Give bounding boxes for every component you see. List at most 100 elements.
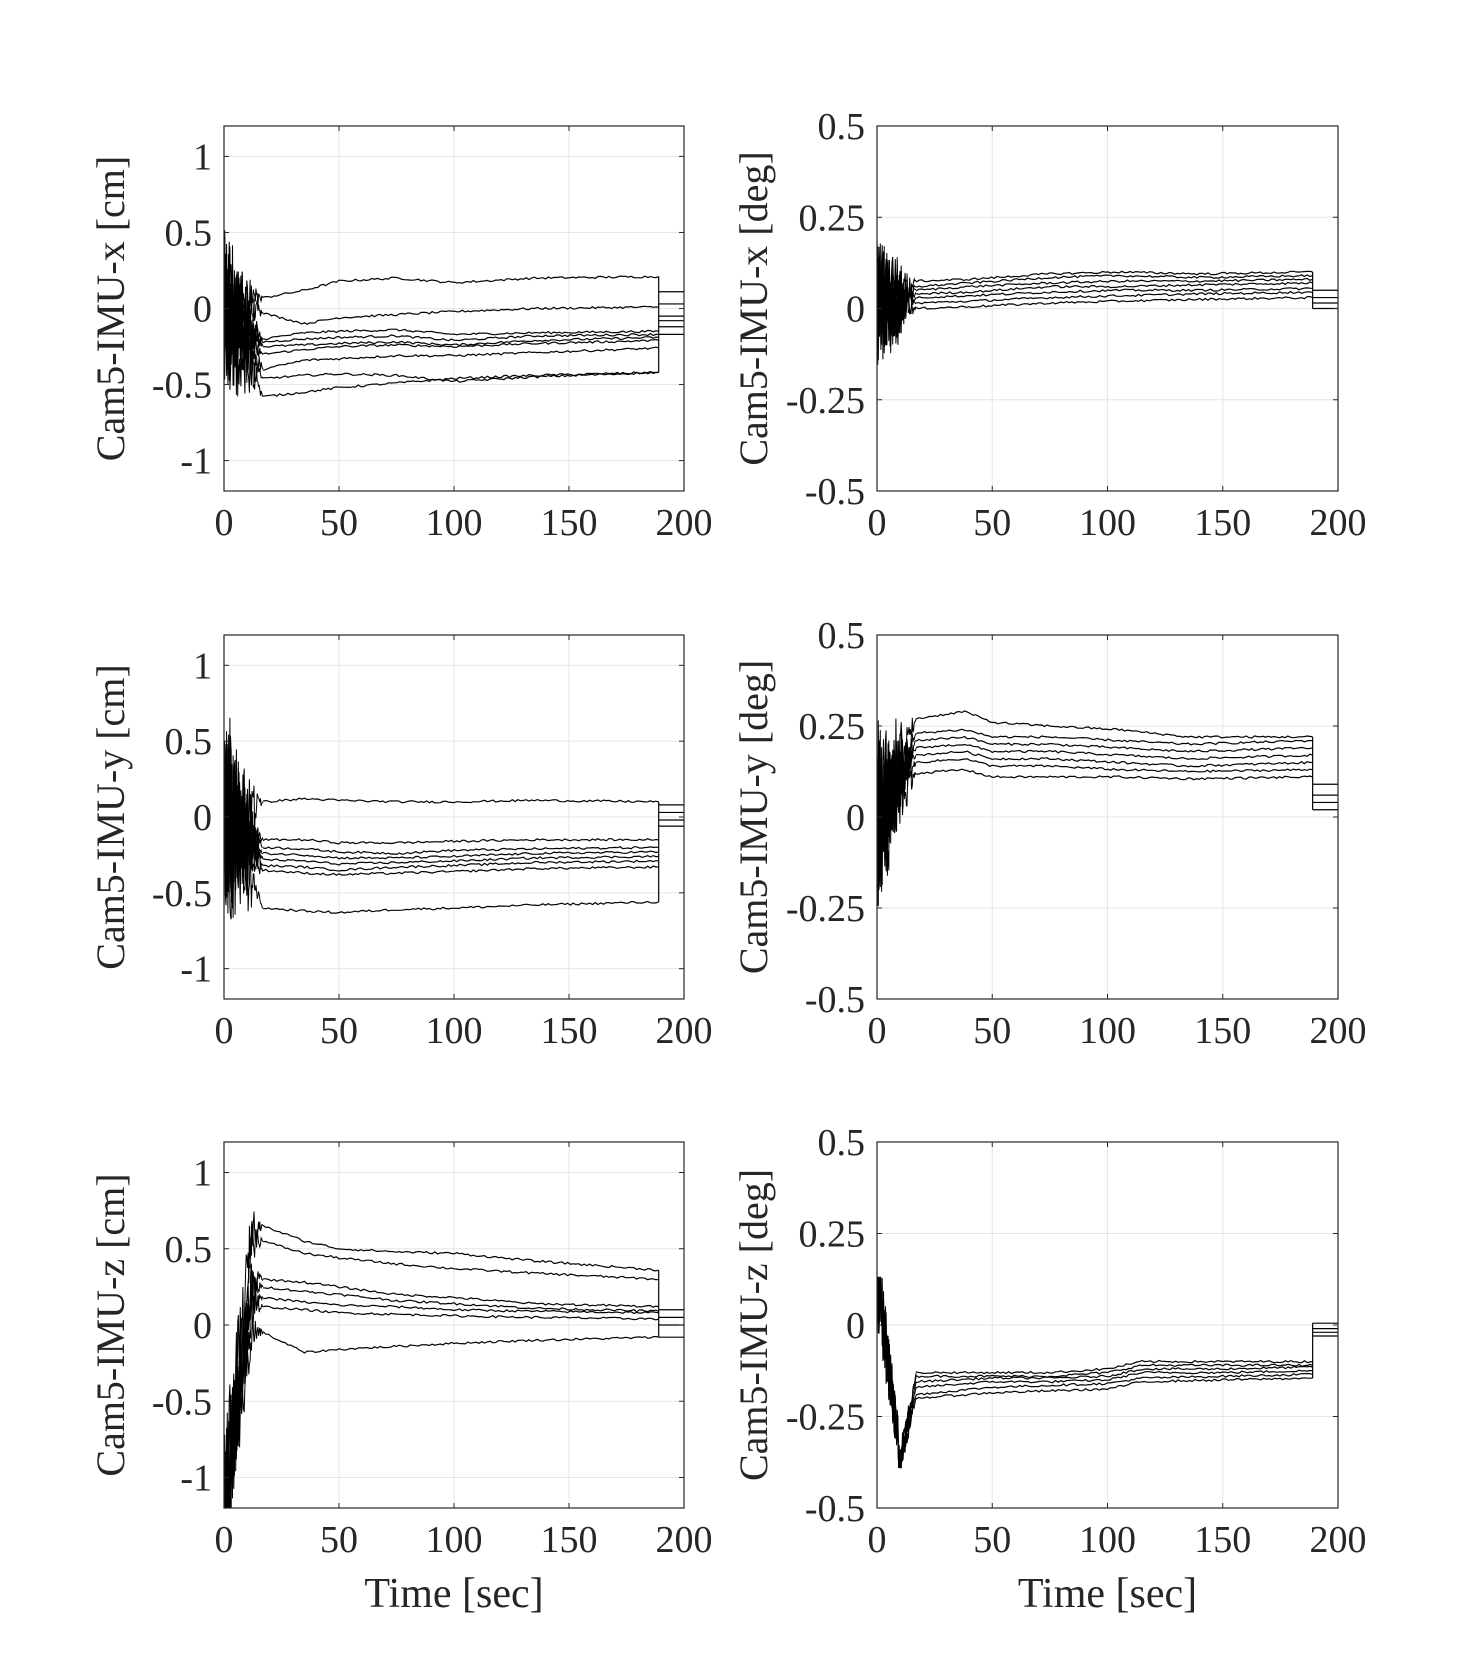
x-tick-label: 200 [656, 502, 713, 544]
series-line-7 [916, 768, 1313, 781]
series-line-8 [263, 900, 659, 914]
plot-area [877, 234, 1338, 365]
series-line-4 [916, 743, 1313, 760]
y-tick-label: -0.5 [805, 979, 865, 1021]
series-line-5 [262, 854, 659, 866]
subplot-cam5-imu-x-deg: 0 50 100 150 200 -0.5 -0.25 0 0.25 0.5 Cam5-IMU-x … [731, 106, 1367, 544]
plot-area [224, 717, 684, 920]
series-line-1 [262, 1224, 659, 1272]
y-tick-label: -1 [180, 441, 212, 483]
transient-line [877, 737, 917, 892]
x-tick-label: 50 [320, 1519, 358, 1561]
x-tick-label: 100 [426, 1519, 483, 1561]
y-tick-label: -0.5 [152, 1381, 212, 1423]
series-line-7 [262, 1331, 659, 1354]
x-tick-label: 0 [215, 1519, 234, 1561]
y-tick-label: -0.25 [786, 888, 865, 930]
transient-line [224, 1317, 264, 1508]
y-tick-label: -1 [180, 1458, 212, 1500]
series-line-4 [263, 850, 659, 860]
y-tick-label: 0.5 [818, 1122, 866, 1164]
y-axis-label: Cam5-IMU-z [deg] [731, 1169, 776, 1481]
series-line-6 [916, 758, 1313, 773]
x-tick-label: 200 [656, 1010, 713, 1052]
y-tick-label: 0 [193, 289, 212, 331]
series-line-4 [263, 1286, 659, 1313]
series-line-1 [263, 797, 659, 804]
series-line-6 [916, 290, 1313, 305]
plot-area [877, 710, 1338, 907]
series-line-5 [916, 750, 1313, 768]
series-line-2 [262, 838, 659, 845]
y-tick-label: -0.5 [805, 471, 865, 513]
y-tick-label: 0.5 [165, 1229, 213, 1271]
series-line-3 [263, 1278, 659, 1308]
y-tick-label: 0 [846, 797, 865, 839]
x-tick-label: 150 [541, 502, 598, 544]
y-tick-label: 0.5 [818, 615, 866, 657]
y-tick-label: -0.5 [152, 873, 212, 915]
series-line-2 [915, 1363, 1313, 1378]
y-tick-label: -0.5 [805, 1488, 865, 1530]
series-line-6 [262, 338, 659, 355]
series-line-2 [915, 274, 1313, 288]
x-tick-label: 50 [973, 1519, 1011, 1561]
transient-line [224, 762, 264, 920]
transient-line [877, 720, 917, 886]
x-tick-label: 100 [1079, 1519, 1136, 1561]
x-axis-label: Time [sec] [364, 1571, 543, 1617]
y-tick-label: -0.25 [786, 380, 865, 422]
transient-line [224, 1290, 264, 1508]
transient-line [877, 260, 917, 365]
y-axis-label: Cam5-IMU-x [cm] [88, 156, 133, 461]
x-tick-label: 0 [868, 1010, 887, 1052]
transient-line [224, 735, 264, 903]
series-line-5 [915, 287, 1313, 299]
y-tick-label: 0.25 [799, 1214, 866, 1256]
series-line-7 [262, 865, 659, 876]
series-line-6 [263, 859, 659, 872]
x-tick-label: 150 [1194, 1010, 1251, 1052]
x-tick-label: 200 [656, 1519, 713, 1561]
y-tick-label: -0.5 [152, 365, 212, 407]
y-axis-label: Cam5-IMU-y [deg] [731, 660, 776, 974]
y-tick-label: 1 [193, 1153, 212, 1195]
x-tick-label: 100 [1079, 502, 1136, 544]
series-line-3 [262, 328, 659, 341]
series-line-4 [262, 332, 659, 344]
y-tick-label: 1 [193, 645, 212, 687]
x-tick-label: 200 [1310, 1010, 1367, 1052]
x-tick-label: 50 [973, 502, 1011, 544]
plot-area [224, 230, 684, 398]
y-tick-label: 0.5 [818, 106, 866, 148]
y-tick-label: 0.5 [165, 212, 213, 254]
y-tick-label: 0 [846, 1305, 865, 1347]
series-line-1 [262, 275, 659, 298]
y-axis-label: Cam5-IMU-x [deg] [731, 151, 776, 465]
series-line-2 [262, 305, 659, 325]
series-line-2 [263, 1240, 659, 1281]
series-line-3 [915, 277, 1313, 292]
y-tick-label: -0.25 [786, 1397, 865, 1439]
x-tick-label: 150 [541, 1010, 598, 1052]
series-line-7 [915, 295, 1313, 310]
y-tick-label: 0 [846, 289, 865, 331]
series-line-3 [263, 846, 659, 856]
subplot-cam5-imu-y-deg: 0 50 100 150 200 -0.5 -0.25 0 0.25 0.5 Cam5-IMU-y … [731, 615, 1367, 1052]
y-tick-label: 0.25 [799, 197, 866, 239]
series-line-9 [263, 370, 659, 397]
y-tick-label: 0.5 [165, 721, 213, 763]
x-tick-label: 100 [1079, 1010, 1136, 1052]
y-tick-label: 1 [193, 136, 212, 178]
transient-line [224, 237, 264, 398]
x-axis-label: Time [sec] [1018, 1571, 1197, 1617]
y-tick-label: -1 [180, 949, 212, 991]
plot-area [224, 1211, 684, 1508]
y-tick-label: 0 [193, 1305, 212, 1347]
series-line-7 [262, 346, 659, 371]
series-line-1 [915, 710, 1313, 739]
x-tick-label: 0 [868, 1519, 887, 1561]
y-tick-label: 0.25 [799, 706, 866, 748]
plot-area [877, 1275, 1338, 1469]
